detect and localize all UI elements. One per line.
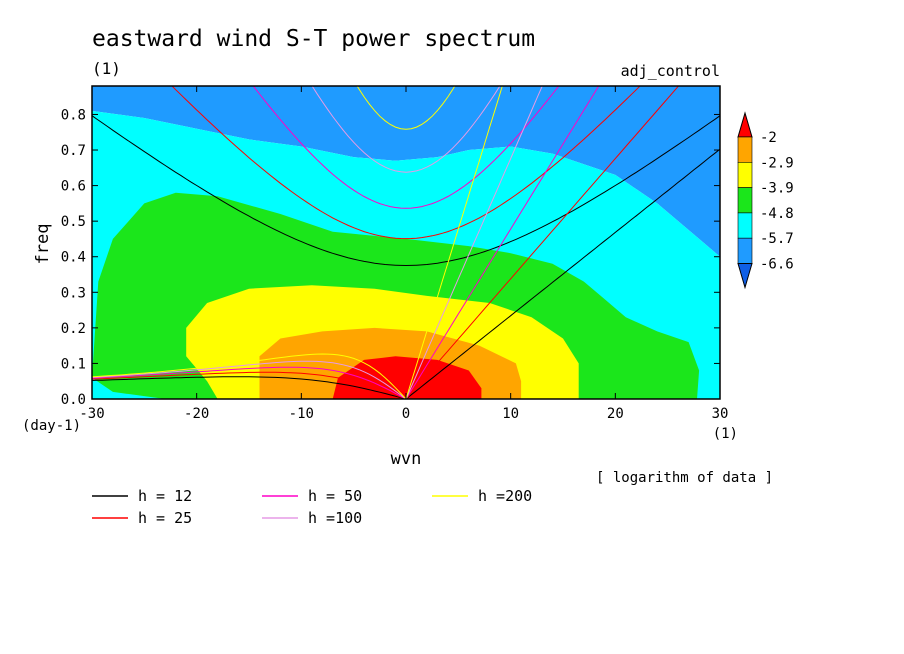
chart-subtitle: (1)	[92, 59, 121, 78]
x-tick-label: 10	[502, 406, 519, 422]
colorbar-label: -4.8	[760, 206, 794, 222]
legend-label: h = 50	[308, 487, 362, 505]
rossby-curve-h12	[92, 376, 407, 399]
colorbar-label: -6.6	[760, 257, 794, 273]
dispersion-curve-layer	[92, 86, 720, 399]
y-tick-label: 0.7	[61, 143, 86, 159]
x-tick-label: -10	[289, 406, 314, 422]
x-tick-label: 0	[402, 406, 410, 422]
colorbar-label: -2	[760, 130, 777, 146]
y-tick-label: 0.2	[61, 321, 86, 337]
x-tick-label: -20	[184, 406, 209, 422]
colorbar: -2 -2.9 -3.9 -4.8 -5.7 -6.6	[737, 111, 794, 290]
contour-region-7	[332, 356, 482, 399]
colorbar-label: -5.7	[760, 231, 794, 247]
colorbar-swatch	[737, 162, 753, 188]
y-tick-label: 0.5	[61, 214, 86, 230]
run-label: adj_control	[621, 62, 720, 80]
log-note: [ logarithm of data ]	[596, 470, 773, 486]
rossby-curve-h50	[92, 366, 407, 399]
kelvin-curve-h50	[405, 86, 600, 399]
colorbar-swatch	[737, 136, 753, 163]
colorbar-swatch	[737, 187, 753, 214]
legend-label: h =100	[308, 509, 362, 527]
gravity-curve-h25	[171, 86, 641, 240]
y-tick-label: 0.4	[61, 250, 86, 266]
y-tick-label: 0.1	[61, 356, 86, 372]
x-tick-label: 20	[607, 406, 624, 422]
colorbar-label: -3.9	[760, 181, 794, 197]
contour-fill-layer	[92, 86, 720, 399]
colorbar-label: -2.9	[760, 155, 794, 171]
legend-label: h = 12	[138, 487, 192, 505]
gravity-curve-h12	[92, 115, 720, 267]
rossby-curve-h25	[92, 371, 407, 399]
y-axis-label: freq	[33, 224, 53, 265]
rossby-curve-h200	[92, 353, 407, 399]
kelvin-curve-h12	[405, 148, 720, 399]
contour-region-2	[92, 86, 720, 257]
x-unit-label: (1)	[713, 426, 738, 442]
y-tick-label: 0.6	[61, 179, 86, 195]
colorbar-swatch	[737, 237, 753, 264]
kelvin-curve-h100	[405, 86, 543, 399]
y-unit-label: (day-1)	[22, 418, 81, 434]
y-tick-label: 0.3	[61, 285, 86, 301]
axis-ticks: -30 -20 -10 0 10 20 30 0.0 0.1 0.2 0.3 0.4 0.5 0.6 0.7…	[61, 86, 729, 422]
chart-title: eastward wind S-T power spectrum	[92, 26, 535, 52]
gravity-curve-h50	[252, 86, 560, 209]
colorbar-bottom-arrow	[737, 263, 753, 290]
legend-label: h = 25	[138, 509, 192, 527]
y-tick-label: 0.0	[61, 392, 86, 408]
gravity-curve-h100	[311, 86, 501, 173]
x-axis-label: wvn	[391, 449, 422, 469]
kelvin-curve-h200	[405, 86, 503, 399]
legend: h = 12 h = 25 h = 50 h =100 h =200	[92, 487, 532, 527]
legend-label: h =200	[478, 487, 532, 505]
kelvin-curve-h25	[405, 86, 680, 399]
y-tick-label: 0.8	[61, 107, 86, 123]
x-tick-label: 30	[712, 406, 729, 422]
colorbar-top-arrow	[737, 111, 753, 138]
rossby-curve-h100	[92, 360, 407, 399]
gravity-curve-h200	[356, 86, 456, 130]
colorbar-swatch	[737, 212, 753, 239]
x-tick-label: -30	[79, 406, 104, 422]
